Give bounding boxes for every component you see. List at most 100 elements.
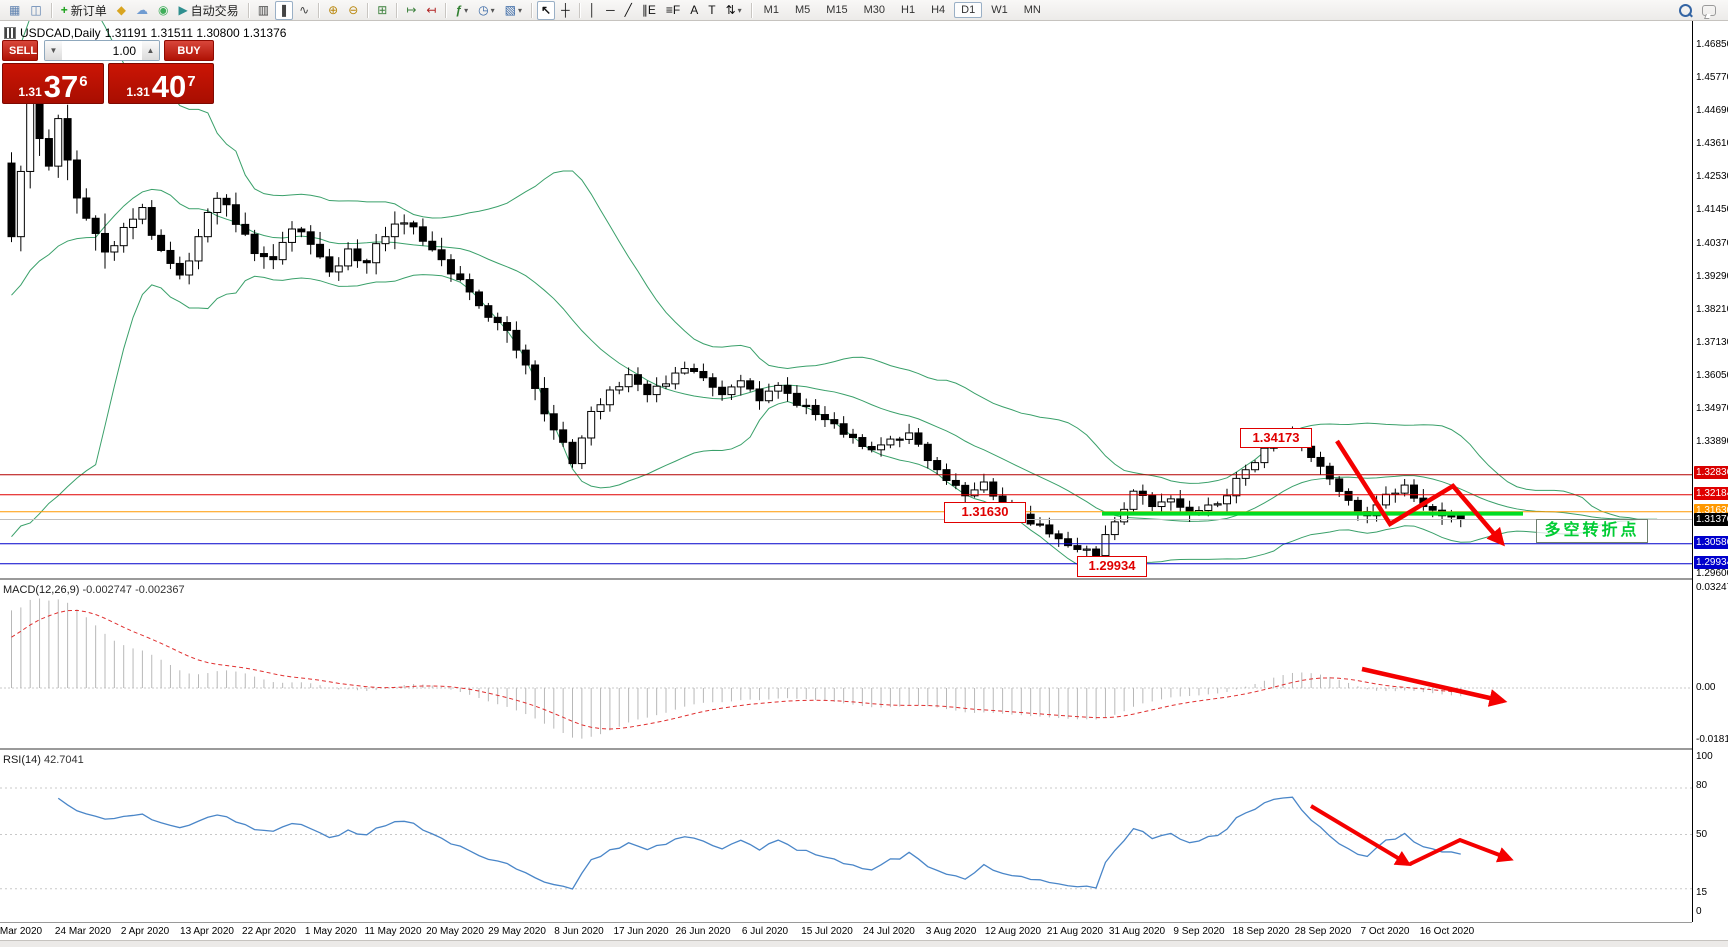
horizontal-line-icon[interactable]: ─	[602, 1, 619, 20]
text-label-icon[interactable]: T	[704, 1, 719, 20]
chart-shift-icon: ↤	[426, 2, 437, 17]
cursor-icon: ↖	[541, 2, 552, 17]
date-axis-label: 18 Sep 2020	[1232, 926, 1290, 937]
timeframe-d1[interactable]: D1	[954, 2, 983, 18]
text-icon[interactable]: A	[686, 1, 702, 20]
date-axis-label: 15 Jul 2020	[801, 926, 853, 937]
axis-tick-label: 50	[1696, 829, 1708, 840]
price-callout-131630[interactable]: 1.31630	[944, 502, 1026, 523]
axis-tick-label: 15	[1696, 887, 1708, 898]
auto-scroll-icon[interactable]: ↦	[402, 1, 420, 20]
axis-tick-label: 1.33890	[1696, 436, 1728, 447]
chart-symbol-period: USDCAD,Daily	[20, 26, 101, 40]
zoom-out-icon[interactable]: ⊖	[344, 1, 362, 20]
date-axis-label: 21 Aug 2020	[1046, 926, 1104, 937]
tile-windows-icon[interactable]: ⊞	[373, 1, 391, 20]
community-icon: ☁	[135, 2, 148, 17]
new-order-button: +	[60, 2, 68, 17]
main-chart-pane[interactable]	[0, 21, 1692, 578]
axis-tick-label: 0.00	[1696, 682, 1716, 693]
indicators-icon: ƒ	[455, 2, 463, 17]
autotrading-button-label: 自动交易	[190, 3, 239, 18]
auto-scroll-icon: ↦	[406, 2, 417, 17]
bar-chart-icon: ▥	[257, 2, 270, 17]
cursor-icon[interactable]: ↖	[537, 0, 556, 20]
buy-price-prefix: 1.31	[126, 85, 150, 99]
dropdown-caret-icon: ▾	[464, 5, 469, 15]
date-axis[interactable]: Mar 2020 24 Mar 2020 2 Apr 2020 13 Apr 2020…	[0, 922, 1692, 941]
price-axis[interactable]: 1.46850 1.45770 1.44690 1.43610 1.42530 1.414…	[1692, 21, 1728, 922]
buy-button[interactable]: BUY	[164, 40, 214, 61]
timeframe-m30[interactable]: M30	[863, 4, 886, 16]
axis-tick-label: 0.032478	[1696, 582, 1728, 593]
templates-icon: ▧	[504, 2, 517, 17]
crosshair-icon[interactable]: ┼	[557, 1, 574, 20]
timeframe-m15[interactable]: M15	[826, 4, 848, 16]
search-icon[interactable]	[1679, 3, 1692, 17]
fibonacci-icon[interactable]: ≡F	[662, 1, 684, 20]
community-icon[interactable]: ☁	[132, 1, 152, 20]
timeframe-m5[interactable]: M5	[794, 4, 811, 16]
axis-tick-label: 1.37130	[1696, 337, 1728, 348]
market-icon[interactable]: ◆	[113, 1, 130, 20]
sell-price-main: 37	[43, 69, 79, 104]
equidistant-channel-icon: ∥E	[641, 2, 656, 17]
sell-price-pip: 6	[79, 73, 88, 90]
axis-tick-label: 1.34970	[1696, 403, 1728, 414]
autotrading-button[interactable]: ▶ 自动交易	[174, 1, 242, 20]
price-level-badge: 1.29934	[1694, 556, 1728, 569]
new-order-button[interactable]: + 新订单	[57, 1, 111, 20]
price-callout-129934[interactable]: 1.29934	[1077, 556, 1147, 577]
timeframe-h4[interactable]: H4	[931, 4, 946, 16]
date-axis-label: 7 Oct 2020	[1360, 926, 1410, 937]
fibonacci-icon: ≡F	[665, 2, 681, 17]
trendline-icon[interactable]: ╱	[621, 1, 636, 20]
timeframe-m1[interactable]: M1	[763, 4, 779, 16]
turning-point-annotation[interactable]: 多空转折点	[1536, 519, 1648, 543]
date-axis-label: 1 May 2020	[304, 926, 358, 937]
arrows-icon[interactable]: ⇅ ▾	[722, 1, 746, 20]
indicators-icon[interactable]: ƒ ▾	[451, 1, 472, 20]
dropdown-caret-icon: ▾	[518, 5, 523, 15]
date-axis-label: 13 Apr 2020	[180, 926, 234, 937]
buy-price-display[interactable]: 1.31 40 7	[108, 63, 214, 104]
date-axis-label: 8 Jun 2020	[554, 926, 604, 937]
timeframe-h1[interactable]: H1	[901, 4, 916, 16]
line-chart-icon[interactable]: ∿	[295, 1, 313, 20]
chart-shift-icon[interactable]: ↤	[422, 1, 440, 20]
sell-price-display[interactable]: 1.31 37 6	[2, 63, 104, 104]
vertical-line-icon: │	[588, 2, 597, 17]
chart-window-icon[interactable]: ▦	[5, 1, 24, 20]
date-axis-label: 17 Jun 2020	[613, 926, 669, 937]
axis-tick-label: 1.38210	[1696, 304, 1728, 315]
signals-icon[interactable]: ◉	[154, 1, 172, 20]
bar-chart-icon[interactable]: ▥	[254, 1, 273, 20]
volume-increase-button[interactable]: ▲	[142, 41, 159, 60]
tile-windows-icon: ⊞	[377, 2, 388, 17]
toolbar-separator	[396, 2, 398, 18]
volume-stepper[interactable]: ▼ ▲	[44, 40, 160, 61]
chat-icon[interactable]	[1702, 4, 1716, 16]
toolbar-separator	[445, 2, 447, 18]
zoom-in-icon: ⊕	[328, 2, 339, 17]
timeframe-mn[interactable]: MN	[1023, 4, 1041, 16]
macd-pane[interactable]	[0, 580, 1692, 748]
date-axis-label: 9 Sep 2020	[1173, 926, 1225, 937]
toolbar-separator	[531, 2, 533, 18]
volume-decrease-button[interactable]: ▼	[45, 41, 62, 60]
timeframe-w1[interactable]: W1	[991, 4, 1008, 16]
sell-button[interactable]: SELL	[2, 40, 38, 61]
equidistant-channel-icon[interactable]: ∥E	[638, 1, 660, 20]
axis-tick-label: 1.40370	[1696, 238, 1728, 249]
candlestick-chart-icon[interactable]: ❚	[275, 0, 294, 20]
vertical-line-icon[interactable]: │	[585, 1, 601, 20]
data-window-icon[interactable]: ◫	[26, 1, 45, 20]
volume-input[interactable]	[62, 41, 142, 60]
periods-icon[interactable]: ◷ ▾	[474, 1, 499, 20]
rsi-pane[interactable]	[0, 750, 1692, 922]
zoom-in-icon[interactable]: ⊕	[324, 1, 342, 20]
axis-tick-label: 1.42530	[1696, 171, 1728, 182]
templates-icon[interactable]: ▧ ▾	[501, 1, 526, 20]
price-callout-134173[interactable]: 1.34173	[1240, 428, 1312, 448]
